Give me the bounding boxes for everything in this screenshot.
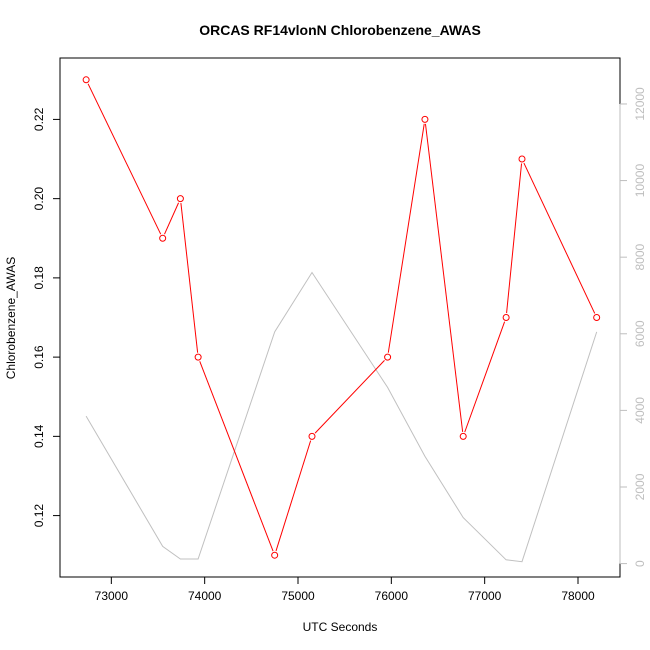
series-segment	[506, 163, 523, 314]
y-tick-label: 0.22	[32, 107, 46, 131]
series-segment	[199, 361, 274, 552]
y2-tick-label: 10000	[633, 164, 647, 198]
data-point	[459, 432, 467, 440]
x-tick-label: 75000	[281, 589, 315, 603]
x-tick-label: 73000	[95, 589, 129, 603]
y-tick-label: 0.20	[32, 187, 46, 211]
series-segment	[464, 321, 506, 433]
data-point	[518, 155, 526, 163]
series-segment	[87, 83, 162, 235]
data-point	[308, 432, 316, 440]
data-point	[421, 115, 429, 123]
data-point	[176, 195, 184, 203]
y-axis-right: 0 2000 4000 6000 8000 10000 12000	[619, 87, 647, 567]
series-segment	[275, 440, 312, 552]
data-point	[82, 76, 90, 84]
y2-tick-label: 0	[633, 560, 647, 567]
data-point	[502, 314, 510, 321]
x-tick-label: 74000	[188, 589, 222, 603]
y2-tick-label: 6000	[633, 320, 647, 347]
y-tick-label: 0.18	[32, 266, 46, 290]
y2-tick-label: 4000	[633, 397, 647, 424]
data-point	[593, 314, 601, 321]
y2-tick-label: 12000	[633, 87, 647, 121]
x-axis: 73000 74000 75000 76000 77000 78000	[95, 576, 595, 603]
data-point	[159, 234, 167, 242]
secondary-series-line	[85, 271, 598, 563]
series-segment	[180, 203, 199, 353]
series-segment	[314, 360, 385, 434]
data-point	[384, 353, 392, 361]
y-tick-label: 0.14	[32, 424, 46, 448]
series-segment	[164, 202, 180, 235]
y2-tick-label: 2000	[633, 473, 647, 500]
series-layer	[82, 76, 601, 563]
y-axis-label: Chlorobenzene_AWAS	[4, 257, 18, 380]
series-segment	[523, 162, 596, 314]
data-point	[194, 353, 202, 361]
y-tick-label: 0.12	[32, 504, 46, 528]
y-axis-left: 0.12 0.14 0.16 0.18 0.20 0.22	[32, 107, 61, 528]
x-tick-label: 76000	[375, 589, 409, 603]
data-point	[271, 551, 279, 559]
series-segment	[387, 123, 425, 353]
x-tick-label: 77000	[468, 589, 502, 603]
x-axis-label: UTC Seconds	[303, 620, 378, 634]
chart-title: ORCAS RF14vlonN Chlorobenzene_AWAS	[199, 22, 481, 38]
series-segment	[424, 123, 464, 432]
y-tick-label: 0.16	[32, 345, 46, 369]
y2-tick-label: 8000	[633, 244, 647, 271]
plot-frame	[59, 57, 621, 578]
x-tick-label: 78000	[561, 589, 595, 603]
